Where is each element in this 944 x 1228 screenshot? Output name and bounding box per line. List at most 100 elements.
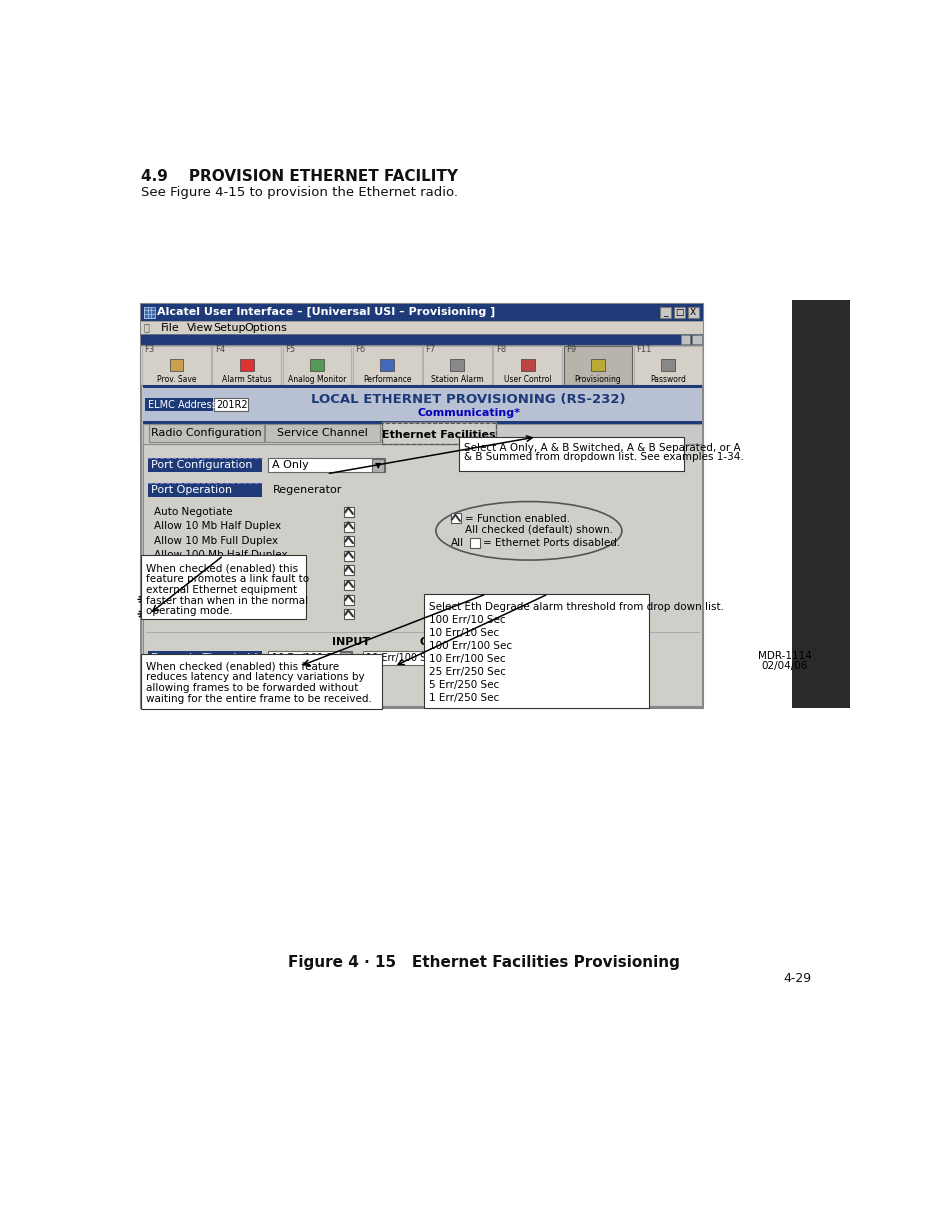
Text: Alcatel User Interface – [Universal USI – Provisioning ]: Alcatel User Interface – [Universal USI … [157, 307, 495, 317]
Text: Select A Only, A & B Switched, A & B Separated, or A: Select A Only, A & B Switched, A & B Sep… [464, 443, 739, 453]
FancyBboxPatch shape [344, 565, 354, 576]
Text: Password: Password [649, 375, 685, 383]
Text: Input/Output Flow Control: Input/Output Flow Control [154, 594, 289, 604]
FancyBboxPatch shape [680, 335, 689, 345]
Text: F11: F11 [635, 345, 650, 355]
FancyBboxPatch shape [310, 359, 324, 371]
Text: Allow 10 Mb Half Duplex: Allow 10 Mb Half Duplex [154, 521, 280, 532]
Text: 5 Err/250 Sec: 5 Err/250 Sec [429, 680, 498, 690]
Ellipse shape [435, 501, 621, 560]
FancyBboxPatch shape [344, 537, 354, 546]
FancyBboxPatch shape [143, 424, 701, 706]
FancyBboxPatch shape [142, 303, 702, 707]
FancyBboxPatch shape [147, 483, 262, 497]
FancyBboxPatch shape [143, 386, 701, 388]
Text: Ethernet Facilities: Ethernet Facilities [381, 430, 496, 440]
FancyBboxPatch shape [692, 335, 701, 345]
FancyBboxPatch shape [268, 458, 384, 473]
FancyBboxPatch shape [143, 386, 701, 424]
Text: A Only: A Only [272, 460, 309, 470]
Text: Options: Options [244, 323, 287, 333]
FancyBboxPatch shape [791, 300, 850, 707]
FancyBboxPatch shape [451, 513, 461, 523]
Text: 10 Err/10 Sec: 10 Err/10 Sec [429, 628, 498, 637]
FancyBboxPatch shape [340, 652, 351, 664]
FancyBboxPatch shape [493, 346, 562, 384]
Text: 201R2: 201R2 [215, 399, 247, 410]
Text: All: All [451, 538, 464, 548]
FancyBboxPatch shape [379, 359, 394, 371]
Text: F6: F6 [355, 345, 365, 355]
Text: F4: F4 [214, 345, 225, 355]
Text: Radio Configuration: Radio Configuration [151, 429, 261, 438]
Text: Allow 100 Mb Full Duplex: Allow 100 Mb Full Duplex [154, 565, 284, 575]
FancyBboxPatch shape [459, 437, 683, 470]
Text: Service Channel: Service Channel [277, 429, 368, 438]
FancyBboxPatch shape [344, 609, 354, 619]
FancyBboxPatch shape [590, 359, 604, 371]
FancyBboxPatch shape [469, 538, 480, 548]
Text: ▼: ▼ [343, 653, 349, 662]
FancyBboxPatch shape [434, 652, 446, 664]
FancyBboxPatch shape [344, 507, 354, 517]
Text: Analog Monitor: Analog Monitor [288, 375, 346, 383]
Text: 10 Err/100 Sec: 10 Err/100 Sec [365, 653, 437, 663]
Text: waiting for the entire frame to be received.: waiting for the entire frame to be recei… [146, 694, 372, 704]
FancyBboxPatch shape [169, 359, 183, 371]
FancyBboxPatch shape [143, 443, 701, 706]
Text: ▼: ▼ [374, 460, 380, 470]
FancyBboxPatch shape [371, 459, 383, 472]
Text: View: View [187, 323, 213, 333]
FancyBboxPatch shape [143, 307, 155, 318]
Text: 02/04/06: 02/04/06 [761, 662, 807, 672]
FancyBboxPatch shape [659, 307, 671, 318]
FancyBboxPatch shape [687, 307, 699, 318]
Text: F9: F9 [565, 345, 576, 355]
Text: 100 Err/100 Sec: 100 Err/100 Sec [429, 641, 512, 651]
Text: □: □ [674, 308, 683, 317]
Text: Communicating*: Communicating* [417, 408, 520, 418]
Text: Radio Link Fault Promotion: Radio Link Fault Promotion [154, 609, 293, 619]
FancyBboxPatch shape [149, 424, 263, 442]
FancyBboxPatch shape [143, 421, 701, 424]
FancyBboxPatch shape [240, 359, 253, 371]
Text: feature promotes a link fault to: feature promotes a link fault to [146, 573, 309, 585]
FancyBboxPatch shape [344, 522, 354, 532]
Text: X: X [689, 308, 696, 317]
Text: = Function enabled.: = Function enabled. [464, 513, 569, 523]
Text: 4-29: 4-29 [783, 973, 811, 985]
FancyBboxPatch shape [142, 334, 702, 345]
Text: MDR-1114: MDR-1114 [757, 651, 811, 661]
FancyBboxPatch shape [142, 555, 305, 619]
Text: Station Alarm: Station Alarm [430, 375, 483, 383]
FancyBboxPatch shape [214, 398, 248, 411]
Text: Performance: Performance [362, 375, 411, 383]
Text: 🔧: 🔧 [143, 323, 149, 333]
Text: Allow 10 Mb Full Duplex: Allow 10 Mb Full Duplex [154, 535, 278, 545]
Text: When checked (enabled) this: When checked (enabled) this [146, 564, 298, 573]
FancyBboxPatch shape [633, 346, 701, 384]
Text: external Ethernet equipment: external Ethernet equipment [146, 585, 296, 594]
Text: See Figure 4-15 to provision the Ethernet radio.: See Figure 4-15 to provision the Etherne… [142, 185, 458, 199]
Text: Allow 1000 Mb Full Duplex: Allow 1000 Mb Full Duplex [154, 580, 291, 589]
Text: Port Operation: Port Operation [150, 485, 231, 495]
Text: Regenerator: Regenerator [273, 485, 342, 495]
Text: allowing frames to be forwarded without: allowing frames to be forwarded without [146, 683, 358, 694]
Text: ELMC Address:: ELMC Address: [147, 399, 219, 410]
Text: File: File [160, 323, 179, 333]
Text: F8: F8 [495, 345, 505, 355]
FancyBboxPatch shape [424, 594, 649, 707]
Text: = Ethernet Ports disabled.: = Ethernet Ports disabled. [482, 538, 620, 548]
FancyBboxPatch shape [142, 321, 702, 334]
FancyBboxPatch shape [344, 551, 354, 561]
Text: Figure 4 · 15   Ethernet Facilities Provisioning: Figure 4 · 15 Ethernet Facilities Provis… [288, 954, 680, 970]
Text: LOCAL ETHERNET PROVISIONING (RS-232): LOCAL ETHERNET PROVISIONING (RS-232) [312, 393, 626, 405]
FancyBboxPatch shape [142, 346, 211, 384]
FancyBboxPatch shape [282, 346, 351, 384]
Text: F5: F5 [285, 345, 295, 355]
FancyBboxPatch shape [145, 398, 213, 411]
Text: Auto Negotiate: Auto Negotiate [154, 507, 232, 517]
FancyBboxPatch shape [118, 147, 850, 1093]
FancyBboxPatch shape [268, 651, 352, 664]
FancyBboxPatch shape [381, 422, 496, 443]
